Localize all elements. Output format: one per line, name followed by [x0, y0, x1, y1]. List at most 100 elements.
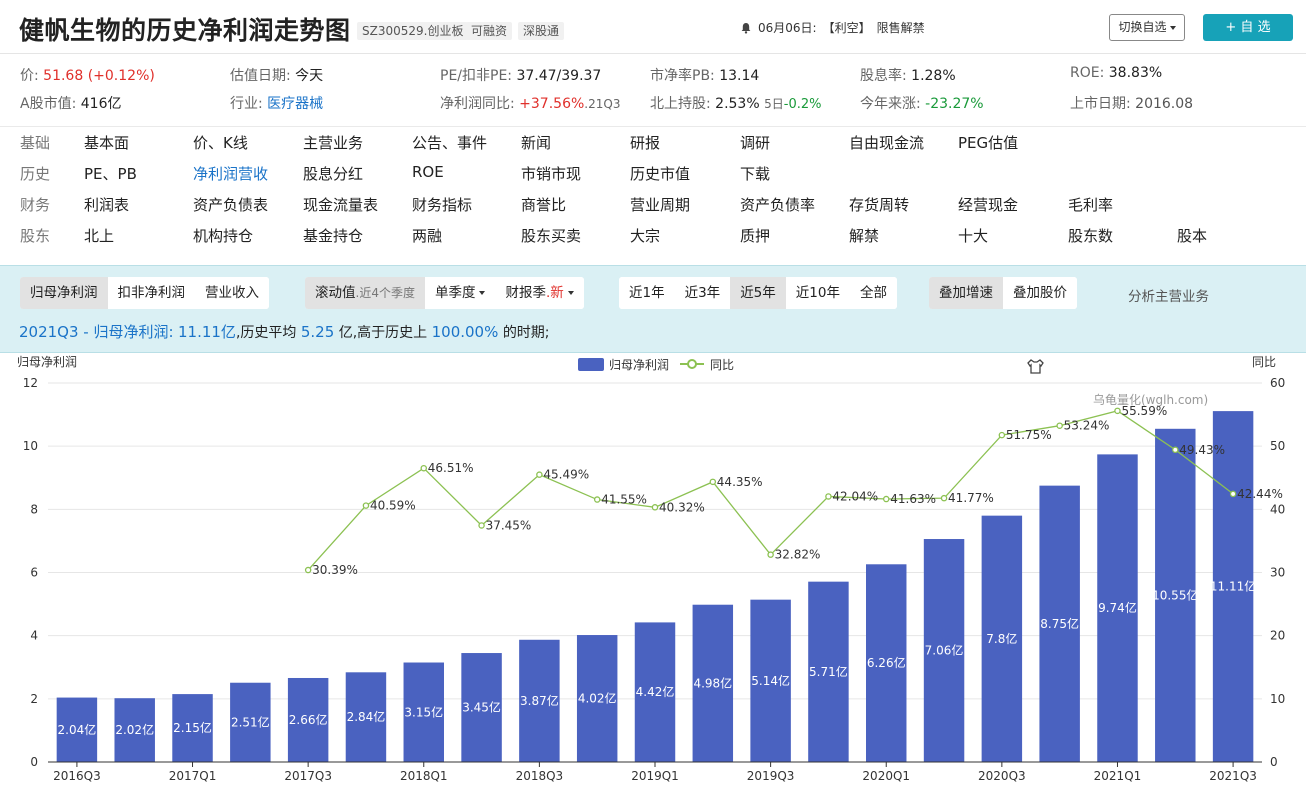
nav-item[interactable]: 营业周期 [630, 196, 691, 214]
yoy-point[interactable] [1172, 446, 1179, 454]
nav-item[interactable]: 历史市值 [630, 165, 691, 183]
yoy-point[interactable] [478, 522, 485, 529]
nav-item[interactable]: 股息分红 [303, 165, 364, 183]
bar[interactable] [866, 564, 907, 762]
bar[interactable] [1039, 485, 1080, 762]
tab-net-profit[interactable]: 归母净利润 [20, 277, 108, 309]
nav-item[interactable]: ROE [412, 163, 444, 181]
nav-item[interactable]: 资产负债率 [740, 196, 816, 214]
bar[interactable] [1212, 411, 1254, 762]
bar[interactable] [519, 639, 560, 762]
nav-item[interactable]: 股东买卖 [521, 227, 582, 245]
nav-item[interactable]: 毛利率 [1068, 196, 1114, 214]
bar[interactable] [1155, 428, 1196, 762]
tab-deducted-profit[interactable]: 扣非净利润 [107, 277, 195, 309]
bar[interactable] [403, 662, 444, 762]
bar[interactable] [981, 515, 1023, 762]
yoy-point[interactable] [593, 496, 601, 503]
bar[interactable] [923, 539, 965, 762]
legend-bar-swatch[interactable] [578, 358, 604, 371]
nav-item[interactable]: 商誉比 [521, 196, 567, 214]
tab-revenue[interactable]: 营业收入 [195, 277, 269, 309]
bar[interactable] [634, 622, 676, 762]
nav-item[interactable]: 自由现金流 [849, 134, 925, 152]
nav-item[interactable]: 十大 [958, 227, 989, 245]
bar[interactable] [1097, 454, 1138, 762]
nav-item[interactable]: 主营业务 [303, 134, 364, 152]
nav-item[interactable]: 价、K线 [193, 134, 248, 152]
bar[interactable] [172, 694, 213, 762]
range-all[interactable]: 全部 [849, 277, 897, 309]
nav-item[interactable]: 公告、事件 [412, 134, 488, 152]
shirt-icon[interactable] [1027, 359, 1044, 374]
bar[interactable] [692, 604, 734, 762]
bar[interactable] [230, 682, 271, 762]
nav-item[interactable]: PEG估值 [958, 134, 1019, 152]
yoy-point[interactable] [709, 478, 717, 486]
nav-item[interactable]: 下载 [740, 165, 771, 183]
metric-label: 价: [20, 68, 39, 84]
report-season-dropdown[interactable]: 财报季.新 [495, 277, 584, 309]
yoy-point[interactable] [651, 504, 659, 511]
yoy-point[interactable] [825, 493, 832, 500]
industry-link[interactable]: 医疗器械 [267, 96, 324, 112]
add-watchlist-button[interactable]: + 自 选 [1203, 14, 1293, 41]
bar[interactable] [750, 599, 791, 762]
overlay-growth[interactable]: 叠加增速 [929, 277, 1003, 309]
nav-item[interactable]: 股本 [1177, 227, 1208, 245]
nav-item[interactable]: 新闻 [521, 134, 552, 152]
bar[interactable] [287, 677, 329, 762]
yoy-point[interactable] [420, 464, 428, 472]
yoy-point[interactable] [767, 551, 774, 558]
yoy-point[interactable] [536, 471, 543, 478]
yoy-point[interactable] [362, 502, 370, 509]
nav-item[interactable]: 质押 [740, 227, 771, 245]
bar[interactable] [576, 635, 618, 762]
legend-label: 归母净利润 [609, 358, 669, 372]
nav-item[interactable]: 利润表 [84, 196, 130, 214]
nav-item[interactable]: 基本面 [84, 134, 130, 152]
nav-item[interactable]: 研报 [630, 134, 661, 152]
nav-item[interactable]: 现金流量表 [303, 196, 379, 214]
notice[interactable]: 06月06日: 【利空】 限售解禁 [740, 19, 925, 36]
nav-item[interactable]: 大宗 [630, 227, 661, 245]
nav-item[interactable]: 财务指标 [412, 196, 473, 214]
x-tick-label: 2018Q3 [516, 769, 564, 783]
nav-item[interactable]: 北上 [84, 227, 115, 245]
bar[interactable] [808, 581, 849, 762]
yoy-point[interactable] [940, 494, 948, 502]
yoy-point[interactable] [304, 566, 312, 574]
nav-item[interactable]: 解禁 [849, 227, 880, 245]
nav-item[interactable]: 调研 [740, 134, 771, 152]
bar[interactable] [56, 697, 98, 762]
nav-item[interactable]: 存货周转 [849, 196, 910, 214]
yoy-point[interactable] [1114, 407, 1121, 415]
nav-item[interactable]: 机构持仓 [193, 227, 254, 245]
yoy-point[interactable] [998, 431, 1006, 439]
range-3y[interactable]: 近3年 [674, 277, 731, 309]
nav-item-active[interactable]: 净利润营收 [193, 165, 269, 183]
single-quarter-dropdown[interactable]: 单季度 [424, 277, 496, 309]
nav-item[interactable]: 资产负债表 [193, 196, 269, 214]
nav-item[interactable]: 经营现金 [958, 196, 1019, 214]
bar[interactable] [114, 698, 155, 762]
bar[interactable] [461, 653, 502, 762]
yoy-point[interactable] [1056, 422, 1063, 429]
page-title: 健帆生物的历史净利润走势图 [19, 16, 351, 45]
analysis-link[interactable]: 分析主营业务 [1128, 289, 1209, 305]
nav-item[interactable]: 市销市现 [521, 165, 582, 183]
yoy-point[interactable] [882, 495, 890, 503]
nav-item[interactable]: 两融 [412, 227, 443, 245]
nav-item[interactable]: 股东数 [1068, 227, 1114, 245]
range-10y[interactable]: 近10年 [785, 277, 850, 309]
nav-item[interactable]: 基金持仓 [303, 227, 364, 245]
range-1y[interactable]: 近1年 [619, 277, 675, 309]
rolling-button[interactable]: 滚动值.近4个季度 [305, 277, 425, 309]
y2-tick-label: 20 [1270, 629, 1285, 643]
bar[interactable] [345, 672, 387, 762]
yoy-point[interactable] [1229, 490, 1237, 498]
nav-item[interactable]: PE、PB [84, 165, 137, 183]
switch-watchlist-button[interactable]: 切换自选 [1109, 14, 1185, 41]
range-5y[interactable]: 近5年 [730, 277, 786, 309]
overlay-price[interactable]: 叠加股价 [1003, 277, 1077, 309]
